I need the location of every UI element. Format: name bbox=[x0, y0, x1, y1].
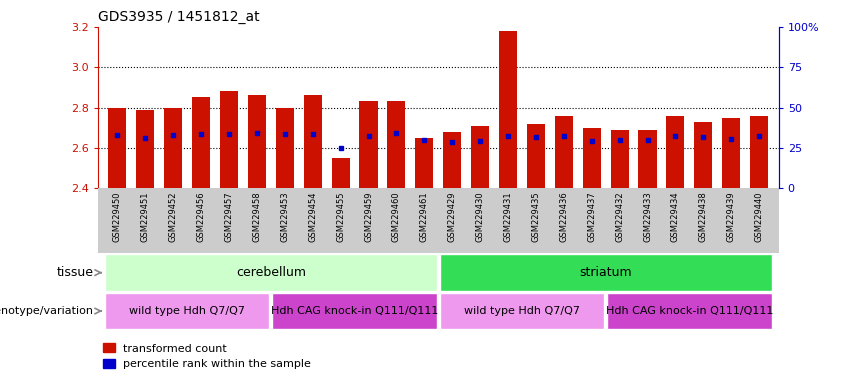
Text: GSM229452: GSM229452 bbox=[168, 192, 178, 242]
Text: GSM229430: GSM229430 bbox=[476, 192, 484, 242]
Text: GSM229453: GSM229453 bbox=[280, 192, 289, 242]
Bar bbox=[750, 116, 768, 188]
Legend: transformed count, percentile rank within the sample: transformed count, percentile rank withi… bbox=[104, 343, 311, 369]
Text: GSM229431: GSM229431 bbox=[504, 192, 512, 242]
Text: GSM229437: GSM229437 bbox=[587, 192, 597, 242]
Text: striatum: striatum bbox=[580, 266, 632, 279]
Text: GSM229457: GSM229457 bbox=[225, 192, 233, 242]
Text: GSM229459: GSM229459 bbox=[364, 192, 373, 242]
Text: wild type Hdh Q7/Q7: wild type Hdh Q7/Q7 bbox=[464, 306, 580, 316]
Text: GSM229454: GSM229454 bbox=[308, 192, 317, 242]
Text: GSM229458: GSM229458 bbox=[253, 192, 261, 242]
Text: GSM229456: GSM229456 bbox=[197, 192, 206, 242]
Text: GSM229460: GSM229460 bbox=[392, 192, 401, 242]
Bar bbox=[359, 101, 378, 188]
Bar bbox=[105, 254, 437, 291]
Bar bbox=[583, 127, 601, 188]
Bar bbox=[276, 108, 294, 188]
Text: GSM229440: GSM229440 bbox=[755, 192, 763, 242]
Text: GSM229429: GSM229429 bbox=[448, 192, 457, 242]
Bar bbox=[666, 116, 684, 188]
Bar bbox=[387, 101, 405, 188]
Bar bbox=[471, 126, 489, 188]
Bar bbox=[638, 130, 657, 188]
Bar bbox=[220, 91, 238, 188]
Text: GSM229450: GSM229450 bbox=[113, 192, 122, 242]
Text: wild type Hdh Q7/Q7: wild type Hdh Q7/Q7 bbox=[129, 306, 245, 316]
Text: genotype/variation: genotype/variation bbox=[0, 306, 94, 316]
Bar bbox=[108, 108, 127, 188]
Bar bbox=[555, 116, 573, 188]
Text: GDS3935 / 1451812_at: GDS3935 / 1451812_at bbox=[98, 10, 260, 25]
Bar bbox=[415, 138, 433, 188]
Text: GSM229438: GSM229438 bbox=[699, 192, 708, 242]
Text: GSM229439: GSM229439 bbox=[727, 192, 736, 242]
Bar bbox=[443, 132, 461, 188]
Text: GSM229455: GSM229455 bbox=[336, 192, 346, 242]
Bar bbox=[192, 98, 210, 188]
Text: Hdh CAG knock-in Q111/Q111: Hdh CAG knock-in Q111/Q111 bbox=[271, 306, 438, 316]
Text: GSM229436: GSM229436 bbox=[559, 192, 568, 242]
Bar bbox=[694, 122, 712, 188]
Text: GSM229435: GSM229435 bbox=[531, 192, 540, 242]
Text: GSM229461: GSM229461 bbox=[420, 192, 429, 242]
Bar bbox=[164, 108, 182, 188]
Text: GSM229434: GSM229434 bbox=[671, 192, 680, 242]
Bar bbox=[304, 95, 322, 188]
Bar bbox=[332, 158, 350, 188]
Text: Hdh CAG knock-in Q111/Q111: Hdh CAG knock-in Q111/Q111 bbox=[606, 306, 773, 316]
Bar bbox=[272, 293, 437, 329]
Bar bbox=[248, 95, 266, 188]
Bar bbox=[440, 293, 604, 329]
Bar bbox=[440, 254, 772, 291]
Text: cerebellum: cerebellum bbox=[236, 266, 306, 279]
Text: GSM229432: GSM229432 bbox=[615, 192, 624, 242]
Bar bbox=[136, 109, 154, 188]
Bar bbox=[607, 293, 772, 329]
Text: tissue: tissue bbox=[57, 266, 94, 279]
Bar bbox=[499, 31, 517, 188]
Bar bbox=[722, 118, 740, 188]
Text: GSM229433: GSM229433 bbox=[643, 192, 652, 242]
Bar bbox=[610, 130, 629, 188]
Bar bbox=[527, 124, 545, 188]
Bar bbox=[105, 293, 270, 329]
Text: GSM229451: GSM229451 bbox=[140, 192, 150, 242]
